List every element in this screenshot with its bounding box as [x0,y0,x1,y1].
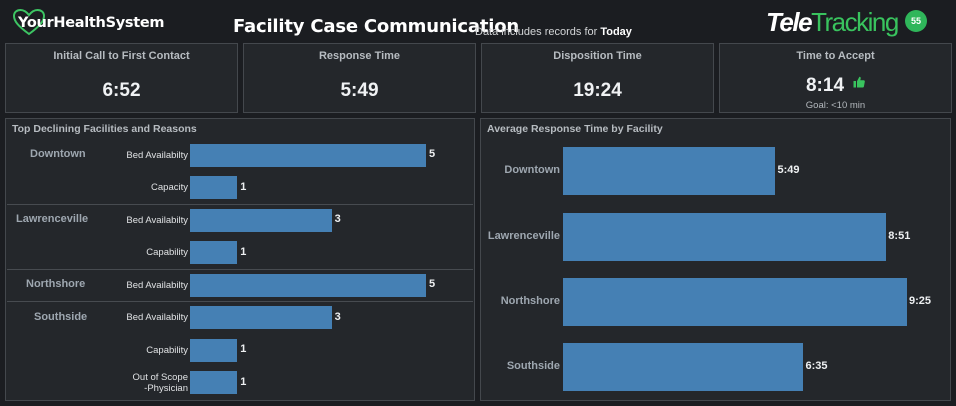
bar-value-label: 8:51 [888,230,911,242]
brand-name: YourHealthSystem [18,15,165,31]
brand-logo[interactable]: YourHealthSystem [12,8,164,36]
decline-bar[interactable] [190,338,238,362]
decline-bar[interactable] [190,371,238,394]
reason-label: Capability [146,247,188,258]
decline-bar[interactable] [190,143,426,167]
response-bar[interactable] [563,147,776,195]
group-divider [7,268,473,270]
response-bar[interactable] [563,213,887,261]
header: YourHealthSystem Facility Case Communica… [0,0,956,42]
facility-label: Southside [506,360,560,372]
kpi-time-to-accept[interactable]: Time to Accept 8:14 Goal: <10 min [719,43,952,113]
subtitle-prefix: Data includes records for [475,26,598,38]
group-divider [7,301,473,303]
reason-label: Bed Availabilty [126,214,188,226]
facility-label: Lawrenceville [487,230,560,242]
response-title: Average Response Time by Facility [487,123,663,135]
bar-value-label: 1 [240,180,247,193]
kpi-label: Initial Call to First Contact [53,50,190,62]
bar-value-label: 3 [334,310,341,323]
bar-value-label: 1 [240,343,247,355]
bar-value-label: 1 [240,245,247,258]
thumbs-up-icon [853,72,865,94]
decline-bar[interactable] [190,241,238,264]
kpi-value-row: 8:14 [720,72,951,97]
kpi-disposition-time[interactable]: Disposition Time 19:24 [481,43,714,113]
reason-label: Capability [146,344,188,356]
bar-value-label: 3 [334,213,341,225]
logo-part-tele: Tele [766,7,813,37]
decline-bar[interactable] [190,273,426,297]
declining-title: Top Declining Facilities and Reasons [12,123,197,135]
bar-value-label: 5 [429,148,436,160]
reason-label: Bed Availabilty [126,312,188,323]
response-bar[interactable] [563,278,907,326]
teletracking-logo[interactable]: TeleTracking [766,7,899,38]
kpi-value: 6:52 [102,80,141,101]
logo-part-tracking: Tracking [811,7,899,37]
kpi-response-time[interactable]: Response Time 5:49 [243,43,476,113]
kpi-value: 5:49 [340,80,379,101]
decline-bar[interactable] [190,176,238,199]
facility-label: Northshore [26,278,86,290]
declining-panel: Top Declining Facilities and Reasons Bed… [5,118,475,401]
partner-badge: 55 [905,10,927,32]
reason-label: Bed Availabilty [126,149,188,161]
bar-value-label: 1 [240,375,247,388]
heart-logo-icon [12,8,46,36]
kpi-value: 8:14 [805,75,845,96]
bar-value-label: 9:25 [909,295,932,307]
response-bar[interactable] [563,343,804,391]
kpi-label: Disposition Time [553,50,642,62]
kpi-value: 19:24 [573,80,622,101]
bar-value-label: 5 [429,278,436,290]
facility-label: Downtown [30,148,86,160]
response-panel: Average Response Time by Facility Downto… [480,118,951,401]
bar-value-label: 6:35 [805,360,828,372]
reason-label: Bed Availabilty [126,279,188,291]
reason-label: Out of Scope -Physician [132,371,188,394]
page-title: Facility Case Communication [233,16,519,37]
facility-label: Southside [34,310,88,323]
kpi-label: Time to Accept [796,50,875,62]
kpi-initial-call[interactable]: Initial Call to First Contact 6:52 [5,43,238,113]
group-divider [7,203,473,205]
bar-value-label: 5:49 [777,164,800,176]
reason-label: Capacity [151,182,188,193]
kpi-goal: Goal: <10 min [805,100,866,111]
decline-bar[interactable] [190,208,332,232]
facility-label: Northshore [500,295,560,307]
subtitle-period: Today [600,26,632,38]
facility-label: Lawrenceville [16,213,89,225]
page-subtitle: Data includes records for Today [475,26,632,38]
decline-bar[interactable] [190,306,332,329]
facility-label: Downtown [504,164,560,176]
kpi-label: Response Time [318,50,401,62]
